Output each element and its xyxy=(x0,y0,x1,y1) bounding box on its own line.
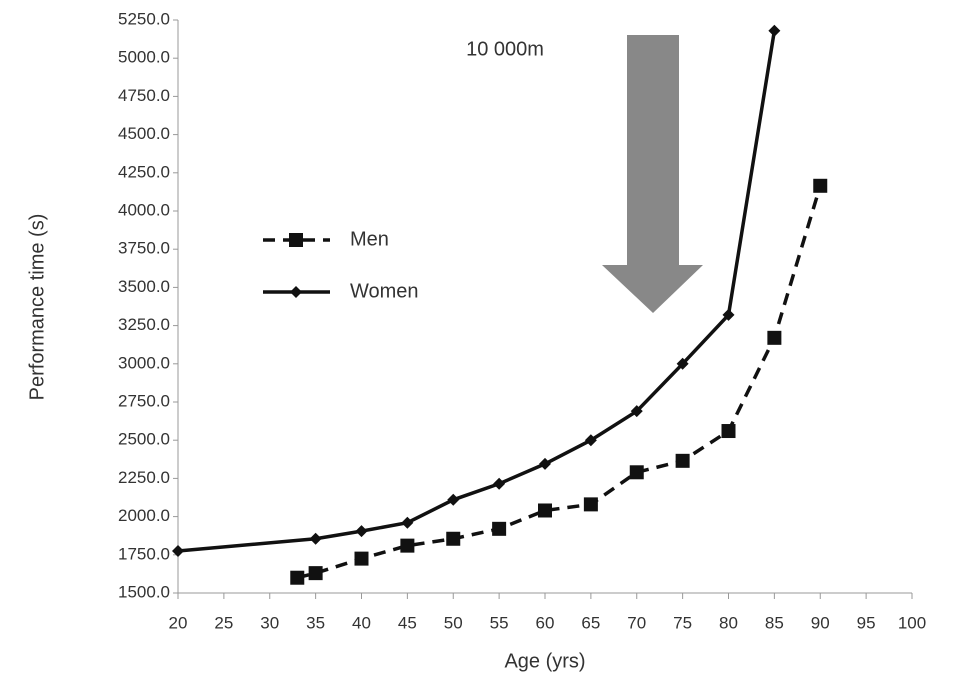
y-tick-label: 2000.0 xyxy=(118,506,170,525)
y-tick-label: 2250.0 xyxy=(118,468,170,487)
y-tick-label: 4250.0 xyxy=(118,162,170,181)
x-tick-label: 70 xyxy=(627,613,646,632)
data-point xyxy=(401,516,414,529)
x-tick-label: 40 xyxy=(352,613,371,632)
y-tick-label: 1750.0 xyxy=(118,544,170,563)
data-point xyxy=(722,308,735,321)
data-point xyxy=(538,503,552,518)
x-tick-label: 30 xyxy=(260,613,279,632)
x-tick-label: 25 xyxy=(214,613,233,632)
x-tick-label: 75 xyxy=(673,613,692,632)
y-tick-label: 5250.0 xyxy=(118,9,170,28)
data-point xyxy=(309,532,322,545)
data-point xyxy=(355,525,368,538)
data-point xyxy=(583,497,598,512)
data-point xyxy=(493,477,506,490)
y-axis-label: Performance time (s) xyxy=(26,214,48,401)
y-tick-label: 2500.0 xyxy=(118,430,170,449)
x-tick-label: 100 xyxy=(898,613,926,632)
y-tick-label: 3500.0 xyxy=(118,277,170,296)
data-point xyxy=(629,465,644,480)
x-tick-label: 60 xyxy=(536,613,555,632)
x-tick-label: 35 xyxy=(306,613,325,632)
arrow-head xyxy=(602,265,703,313)
x-tick-label: 45 xyxy=(398,613,417,632)
x-tick-label: 90 xyxy=(811,613,830,632)
data-point xyxy=(675,453,690,468)
legend-marker xyxy=(289,233,303,247)
data-point xyxy=(492,521,507,536)
legend-label: Men xyxy=(350,228,389,250)
series-line xyxy=(177,30,777,553)
legend-label: Women xyxy=(350,280,419,302)
data-point xyxy=(290,570,305,585)
x-tick-label: 55 xyxy=(490,613,509,632)
arrow xyxy=(602,35,703,313)
y-tick-label: 4500.0 xyxy=(118,124,170,143)
x-tick-label: 20 xyxy=(169,613,188,632)
data-point xyxy=(172,544,184,557)
y-tick-label: 2750.0 xyxy=(118,391,170,410)
data-point xyxy=(584,434,597,447)
x-tick-label: 80 xyxy=(719,613,738,632)
data-point xyxy=(447,493,460,506)
y-tick-label: 3750.0 xyxy=(118,239,170,258)
legend-marker xyxy=(290,286,302,298)
data-point xyxy=(539,457,551,470)
x-tick-label: 85 xyxy=(765,613,784,632)
y-tick-label: 4750.0 xyxy=(118,86,170,105)
x-axis-label: Age (yrs) xyxy=(504,650,585,672)
annotation: 10 000m xyxy=(466,38,544,60)
x-tick-label: 65 xyxy=(581,613,600,632)
data-point xyxy=(768,24,781,37)
data-point xyxy=(721,424,736,439)
y-tick-label: 4000.0 xyxy=(118,200,170,219)
data-point xyxy=(630,405,643,418)
data-point xyxy=(308,566,323,581)
y-tick-label: 1500.0 xyxy=(118,582,170,601)
y-tick-label: 3000.0 xyxy=(118,353,170,372)
data-point xyxy=(813,178,828,193)
arrow-shaft xyxy=(627,35,679,265)
x-tick-label: 50 xyxy=(444,613,463,632)
y-tick-label: 3250.0 xyxy=(118,315,170,334)
x-tick-label: 95 xyxy=(857,613,876,632)
data-point xyxy=(400,538,415,553)
data-point xyxy=(767,330,782,345)
y-tick-label: 5000.0 xyxy=(118,48,170,67)
data-point xyxy=(446,531,461,546)
data-point xyxy=(354,551,369,566)
data-point xyxy=(676,357,689,370)
